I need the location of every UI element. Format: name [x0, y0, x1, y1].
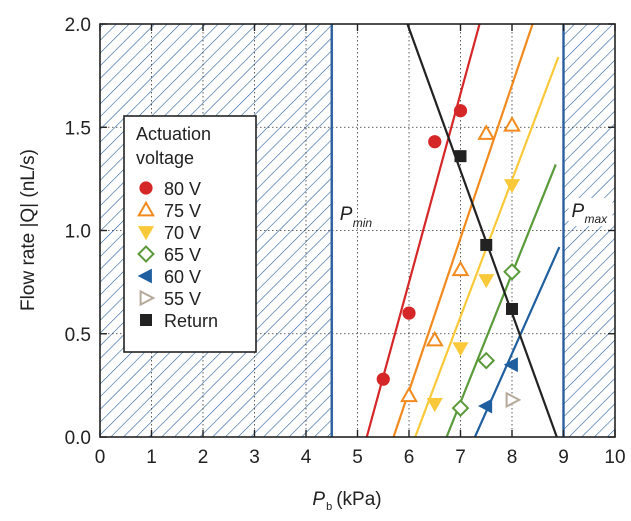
x-tick-label-7: 7 — [455, 447, 466, 468]
point-75-v-3 — [477, 124, 496, 140]
y-tick-label-2: 1.0 — [65, 222, 91, 243]
legend-label-5: 55 V — [164, 289, 201, 309]
legend-marker-6 — [140, 314, 152, 326]
fit-line-65-v — [445, 164, 557, 437]
point-70-v-1 — [452, 342, 469, 357]
point-80-v-1 — [402, 306, 416, 320]
legend-marker-2 — [137, 226, 155, 241]
x-tick-label-9: 9 — [558, 447, 569, 468]
annotation-pmin: P — [340, 204, 353, 225]
point-65-v-0 — [451, 399, 470, 417]
legend-label-0: 80 V — [164, 179, 201, 199]
y-axis-title: Flow rate |Q| (nL/s) — [18, 149, 39, 311]
fit-line-75-v — [392, 24, 534, 437]
x-tick-label-1: 1 — [146, 447, 157, 468]
point-60-v-1 — [503, 357, 518, 373]
point-70-v-2 — [478, 274, 495, 289]
point-75-v-0 — [400, 386, 418, 403]
legend: Actuation voltage 80 V75 V70 V65 V60 V55 V… — [123, 115, 257, 353]
fit-line-return — [406, 24, 558, 437]
x-tick-label-4: 4 — [301, 447, 312, 468]
annotation-pmax: P — [572, 201, 585, 222]
x-tick-label-10: 10 — [604, 447, 625, 468]
point-75-v-4 — [503, 115, 521, 132]
svg-text:Pb(kPa): Pb (kPa) — [312, 489, 381, 513]
legend-label-4: 60 V — [164, 267, 201, 287]
legend-label-1: 75 V — [164, 201, 201, 221]
legend-label-2: 70 V — [164, 223, 201, 243]
legend-marker-5 — [139, 289, 156, 307]
y-tick-label-0: 0.0 — [65, 428, 91, 449]
point-60-v-0 — [477, 398, 493, 414]
legend-marker-4 — [137, 268, 152, 284]
annotation-pmax-bg — [568, 198, 613, 226]
x-tick-label-3: 3 — [249, 447, 260, 468]
point-return-1 — [480, 238, 493, 251]
point-70-v-3 — [503, 179, 521, 194]
point-70-v-0 — [426, 398, 443, 413]
point-55-v-0 — [505, 391, 522, 409]
x-tick-label-2: 2 — [198, 447, 209, 468]
x-tick-label-6: 6 — [404, 447, 415, 468]
point-80-v-2 — [428, 135, 442, 149]
x-axis-title-unit: (kPa) — [336, 489, 381, 510]
x-tick-label-8: 8 — [507, 447, 518, 468]
point-80-v-3 — [453, 104, 468, 118]
y-tick-label-3: 1.5 — [65, 118, 91, 139]
legend-marker-1 — [137, 200, 155, 217]
boundary-lines — [330, 24, 565, 437]
legend-title-line-0: Actuation — [136, 124, 211, 144]
data-points — [376, 104, 522, 417]
fit-lines — [365, 24, 561, 437]
x-tick-label-5: 5 — [352, 447, 363, 468]
legend-label-3: 65 V — [164, 245, 201, 265]
y-tick-label-1: 0.5 — [65, 325, 91, 346]
legend-title-line-1: voltage — [136, 148, 194, 168]
point-75-v-1 — [425, 330, 444, 347]
legend-label-6: Return — [164, 311, 218, 331]
x-axis-title-subscript: b — [326, 501, 332, 513]
annotation-pmax-sub: max — [585, 212, 609, 226]
legend-marker-3 — [137, 245, 155, 263]
point-80-v-0 — [376, 372, 390, 386]
fit-line-80-v — [365, 24, 481, 437]
legend-marker-0 — [139, 181, 153, 195]
annotation-pmin-sub: min — [353, 216, 373, 230]
x-axis-title: Pb (kPa) — [312, 489, 381, 513]
point-65-v-1 — [477, 351, 496, 370]
y-tick-label-4: 2.0 — [65, 15, 91, 36]
point-65-v-2 — [503, 262, 521, 281]
x-tick-label-0: 0 — [95, 447, 106, 468]
x-axis-title-main: P — [312, 489, 325, 510]
point-return-2 — [506, 302, 518, 315]
point-return-0 — [454, 150, 467, 163]
ticks: 0 1 2 3 4 5 6 7 8 9 10 0.0 0.5 1.0 1.5 2.0 — [65, 15, 626, 468]
point-75-v-2 — [451, 260, 470, 277]
